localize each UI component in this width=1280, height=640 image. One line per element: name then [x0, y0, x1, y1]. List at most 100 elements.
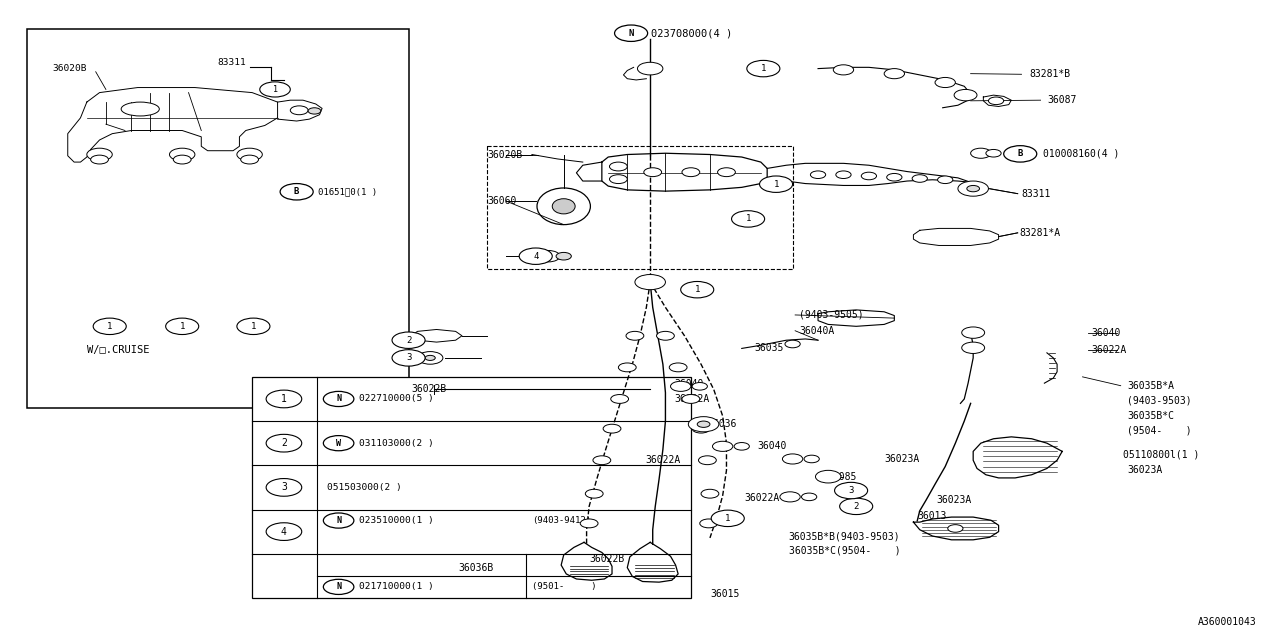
Text: 36015: 36015: [710, 589, 740, 599]
Text: B: B: [294, 188, 300, 196]
Text: 022710000(5 ): 022710000(5 ): [358, 394, 434, 403]
Text: 4: 4: [532, 252, 539, 260]
Text: 1: 1: [282, 394, 287, 404]
Text: 023510000(1 ): 023510000(1 ): [358, 516, 434, 525]
Text: 36013: 36013: [918, 511, 947, 521]
Circle shape: [308, 108, 321, 114]
Text: 3: 3: [849, 486, 854, 495]
Circle shape: [417, 351, 443, 364]
Circle shape: [169, 148, 195, 161]
Text: W: W: [337, 438, 340, 447]
Circle shape: [785, 340, 800, 348]
Circle shape: [280, 184, 314, 200]
Text: 01651〥0(1 ): 01651〥0(1 ): [319, 188, 378, 196]
Circle shape: [947, 525, 963, 532]
Text: 83281*B: 83281*B: [1029, 69, 1070, 79]
Circle shape: [87, 148, 113, 161]
Circle shape: [954, 90, 977, 101]
Text: (9403-9412): (9403-9412): [532, 516, 591, 525]
Circle shape: [609, 175, 627, 184]
Circle shape: [698, 421, 710, 428]
Text: 36035B*C: 36035B*C: [1128, 411, 1174, 421]
Circle shape: [701, 490, 719, 498]
Text: 36085: 36085: [827, 472, 856, 482]
Text: B: B: [1018, 149, 1023, 158]
Circle shape: [682, 394, 700, 403]
Circle shape: [988, 97, 1004, 104]
Circle shape: [861, 172, 877, 180]
Text: 2: 2: [282, 438, 287, 448]
Circle shape: [611, 394, 628, 403]
Text: N: N: [628, 29, 634, 38]
Circle shape: [692, 383, 708, 390]
Text: 3: 3: [282, 483, 287, 492]
Circle shape: [241, 155, 259, 164]
Text: 83281*A: 83281*A: [1019, 228, 1060, 238]
Text: 36022B: 36022B: [589, 554, 625, 564]
Circle shape: [681, 282, 714, 298]
Circle shape: [884, 68, 905, 79]
Text: 36022A: 36022A: [744, 493, 780, 503]
Text: 021710000(1 ): 021710000(1 ): [358, 582, 434, 591]
Circle shape: [266, 390, 302, 408]
Circle shape: [689, 417, 719, 432]
Text: A360001043: A360001043: [1198, 617, 1257, 627]
Text: 36035: 36035: [754, 344, 783, 353]
Circle shape: [635, 275, 666, 290]
Text: 36020B: 36020B: [52, 64, 87, 73]
Circle shape: [657, 332, 675, 340]
Text: 3: 3: [406, 353, 411, 362]
Circle shape: [556, 252, 571, 260]
Circle shape: [961, 327, 984, 339]
Text: 36022B: 36022B: [411, 385, 447, 394]
Text: 031103000(2 ): 031103000(2 ): [358, 438, 434, 447]
Text: 36040: 36040: [756, 442, 786, 451]
Text: 36023A: 36023A: [936, 495, 972, 505]
Circle shape: [237, 148, 262, 161]
Circle shape: [392, 332, 425, 348]
Circle shape: [732, 211, 764, 227]
Circle shape: [801, 493, 817, 500]
Text: (9403-9505): (9403-9505): [799, 310, 864, 320]
Circle shape: [836, 171, 851, 179]
Circle shape: [266, 523, 302, 540]
Text: 1: 1: [108, 322, 113, 331]
Text: 36040: 36040: [675, 380, 704, 389]
Text: 36035B*C(9504-    ): 36035B*C(9504- ): [788, 545, 900, 556]
Circle shape: [957, 181, 988, 196]
Text: 36020B: 36020B: [488, 150, 522, 159]
Circle shape: [815, 470, 841, 483]
Circle shape: [644, 168, 662, 177]
Text: W/□.CRUISE: W/□.CRUISE: [87, 346, 150, 355]
Circle shape: [840, 498, 873, 515]
Text: 36040A: 36040A: [799, 326, 835, 336]
Circle shape: [759, 176, 792, 193]
Circle shape: [986, 150, 1001, 157]
Text: 36060: 36060: [488, 196, 517, 206]
Circle shape: [833, 65, 854, 75]
Circle shape: [626, 332, 644, 340]
Text: 1: 1: [745, 214, 751, 223]
Circle shape: [966, 186, 979, 192]
FancyBboxPatch shape: [27, 29, 408, 408]
Circle shape: [780, 492, 800, 502]
Text: 1: 1: [695, 285, 700, 294]
Ellipse shape: [538, 188, 590, 225]
Circle shape: [713, 442, 733, 451]
Text: 36035B*B(9403-9503): 36035B*B(9403-9503): [788, 531, 900, 541]
Circle shape: [520, 248, 552, 264]
Circle shape: [425, 355, 435, 360]
Circle shape: [593, 456, 611, 465]
Circle shape: [173, 155, 191, 164]
Text: 36022A: 36022A: [675, 394, 709, 404]
Text: 36087: 36087: [1047, 95, 1076, 105]
Text: N: N: [337, 394, 340, 403]
Circle shape: [324, 579, 353, 595]
Circle shape: [961, 342, 984, 353]
Circle shape: [782, 454, 803, 464]
Circle shape: [291, 106, 308, 115]
Circle shape: [699, 456, 717, 465]
Circle shape: [266, 435, 302, 452]
Circle shape: [618, 363, 636, 372]
Circle shape: [700, 519, 718, 528]
